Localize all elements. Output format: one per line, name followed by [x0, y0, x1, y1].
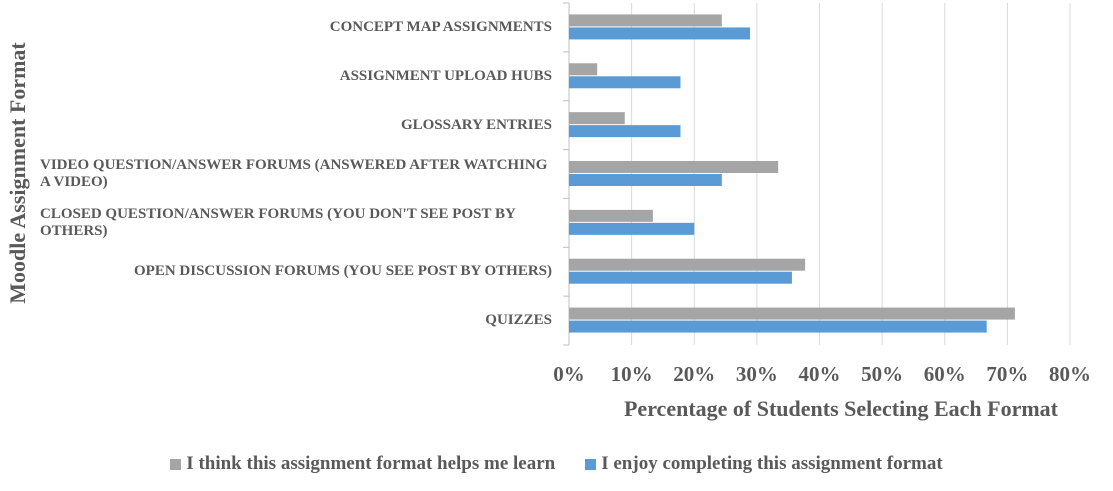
- x-tick-label: 50%: [861, 362, 904, 386]
- legend-item: I enjoy completing this assignment forma…: [585, 453, 943, 475]
- x-tick-label: 30%: [735, 362, 778, 386]
- category-label: VIDEO QUESTION/ANSWER FORUMS (ANSWERED A…: [40, 150, 552, 199]
- x-tick-label: 40%: [798, 362, 841, 386]
- category-label: CLOSED QUESTION/ANSWER FORUMS (YOU DON'T…: [40, 198, 552, 247]
- x-tick-label: 10%: [610, 362, 653, 386]
- bar: [569, 271, 792, 284]
- bar: [569, 27, 750, 40]
- category-text: CLOSED QUESTION/ANSWER FORUMS (YOU DON'T…: [40, 205, 516, 239]
- legend-swatch: [170, 458, 182, 470]
- category-label: OPEN DISCUSSION FORUMS (YOU SEE POST BY …: [40, 247, 552, 296]
- x-axis-title: Percentage of Students Selecting Each Fo…: [623, 396, 1059, 421]
- category-label: GLOSSARY ENTRIES: [40, 101, 552, 150]
- category-text: OPEN DISCUSSION FORUMS (YOU SEE POST BY …: [134, 263, 552, 280]
- category-text: CONCEPT MAP ASSIGNMENTS: [329, 18, 552, 35]
- bar: [569, 63, 598, 76]
- legend-swatch: [585, 458, 597, 470]
- x-tick-label: 80%: [1049, 362, 1091, 386]
- legend-label: I enjoy completing this assignment forma…: [601, 453, 943, 474]
- bar: [569, 14, 722, 27]
- x-tick-label: 20%: [673, 362, 716, 386]
- x-tick-label: 0%: [553, 362, 585, 386]
- legend: I think this assignment format helps me …: [0, 453, 1113, 475]
- bar: [569, 76, 681, 89]
- bar: [569, 209, 653, 222]
- category-text: QUIZZES: [485, 312, 552, 329]
- category-text: GLOSSARY ENTRIES: [400, 116, 552, 133]
- category-text: ASSIGNMENT UPLOAD HUBS: [339, 67, 552, 84]
- bar: [569, 161, 779, 173]
- category-label: CONCEPT MAP ASSIGNMENTS: [40, 3, 552, 52]
- legend-label: I think this assignment format helps me …: [186, 453, 556, 474]
- bar: [569, 112, 625, 125]
- y-axis-title: Moodle Assignment Format: [5, 42, 30, 304]
- bar: [569, 222, 695, 235]
- bar: [569, 258, 806, 271]
- category-label: ASSIGNMENT UPLOAD HUBS: [40, 52, 552, 101]
- category-text: VIDEO QUESTION/ANSWER FORUMS (ANSWERED A…: [40, 156, 548, 190]
- x-tick-label: 60%: [923, 362, 966, 386]
- bar: [569, 125, 681, 138]
- category-label: QUIZZES: [40, 296, 552, 345]
- bar: [569, 307, 1015, 320]
- bar: [569, 174, 722, 186]
- legend-item: I think this assignment format helps me …: [170, 453, 555, 475]
- x-tick-label: 70%: [986, 362, 1029, 386]
- bar: [569, 320, 987, 333]
